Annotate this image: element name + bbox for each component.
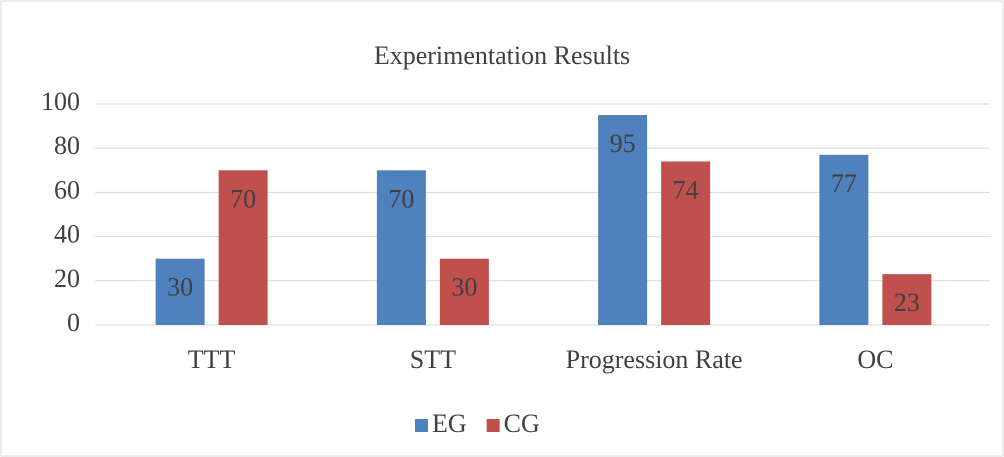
data-label: 77 [831,169,857,198]
bar [882,274,932,325]
y-tick-label: 100 [41,87,80,116]
x-tick-label: OC [857,345,893,374]
bar [218,170,268,325]
y-tick-label: 0 [67,308,80,337]
bar [376,170,426,325]
bar [819,154,869,325]
data-label: 30 [451,273,477,302]
bar [439,258,489,325]
y-tick-label: 60 [54,175,80,204]
x-tick-label: STT [410,345,456,374]
legend-label: CG [504,409,540,438]
data-label: 30 [167,273,193,302]
chart-title: Experimentation Results [374,41,630,70]
data-label: 74 [673,175,699,204]
y-tick-label: 80 [54,131,80,160]
y-tick-label: 20 [54,264,80,293]
legend-swatch [415,419,428,432]
legend-swatch [486,419,500,432]
data-label: 70 [230,184,256,213]
y-tick-label: 40 [54,220,80,249]
bar [661,161,711,325]
data-label: 95 [610,129,636,158]
x-tick-label: TTT [188,345,236,374]
bar [598,115,648,325]
data-label: 23 [894,288,920,317]
data-label: 70 [388,184,414,213]
legend-label: EG [432,409,467,438]
x-tick-label: Progression Rate [566,345,743,374]
bar [155,258,205,325]
